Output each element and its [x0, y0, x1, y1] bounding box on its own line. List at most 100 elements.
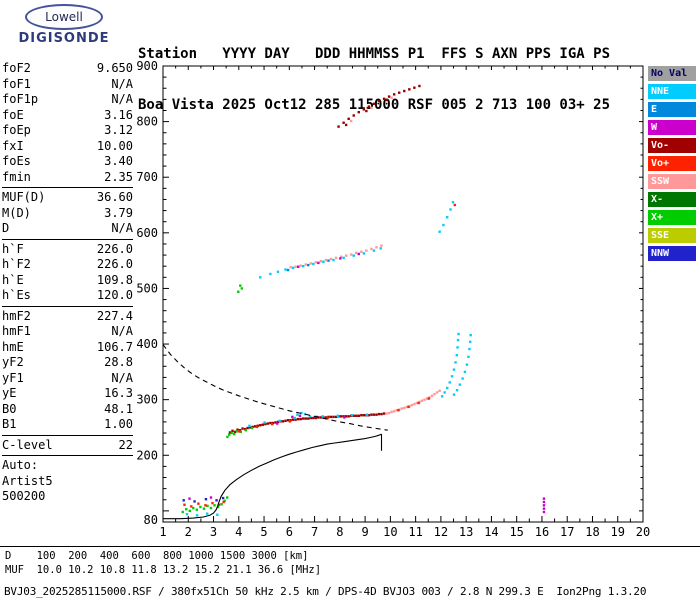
data-point [221, 496, 225, 500]
file-info-line: BVJ03_2025285115000.RSF / 380fx51Ch 50 k… [4, 585, 647, 598]
data-point [215, 499, 218, 502]
separator-line [2, 305, 133, 307]
data-point [469, 333, 472, 337]
digisonde-logo: Lowell DIGISONDE [8, 4, 120, 46]
data-point [192, 506, 195, 510]
param-value: 28.8 [104, 355, 133, 369]
data-point [342, 256, 345, 260]
param-value: 109.8 [96, 272, 133, 287]
param-row-c-level: C-level 22 [2, 438, 133, 454]
legend-swatch-x: X- [648, 192, 696, 207]
data-point [375, 246, 378, 249]
data-point [309, 416, 312, 420]
data-point [456, 338, 460, 342]
data-point [427, 397, 430, 400]
param-row-h-e: h`E 109.8 [2, 273, 133, 289]
param-value: 22 [118, 437, 133, 452]
data-point [213, 504, 216, 507]
data-point [362, 108, 366, 111]
data-point [299, 417, 302, 421]
data-point [357, 414, 360, 417]
data-point [370, 413, 373, 416]
data-point [344, 123, 348, 127]
data-point [250, 426, 254, 430]
data-point [542, 504, 546, 507]
data-point [183, 503, 186, 506]
param-value: 106.7 [96, 339, 133, 354]
logo-brand-text: Lowell [45, 10, 83, 24]
data-point [185, 513, 189, 516]
data-point [304, 417, 307, 420]
param-label: Artist5 [2, 473, 53, 488]
curve-muf3000-curve [162, 344, 388, 431]
param-value: 10.00 [96, 138, 133, 153]
data-point [403, 406, 406, 410]
lowell-logo-ellipse: Lowell [25, 4, 103, 30]
param-value: 227.4 [96, 308, 133, 323]
data-point [370, 247, 373, 251]
data-point [312, 416, 315, 420]
data-point [337, 125, 340, 128]
logo-product-text: DIGISONDE [18, 31, 110, 46]
legend-swatch-nne: NNE [648, 84, 696, 99]
param-row-yf2: yF2 28.8 [2, 355, 133, 371]
param-row-fof1p: foF1p N/A [2, 92, 133, 108]
param-value: 226.0 [96, 257, 133, 271]
param-label: foF1 [2, 76, 31, 91]
data-point [204, 504, 207, 507]
data-point [438, 230, 441, 233]
param-row-hmf1: hmF1 N/A [2, 324, 133, 340]
series-es-voplus [183, 500, 225, 508]
data-point [317, 261, 320, 265]
data-point [321, 415, 324, 418]
data-point [446, 386, 449, 390]
data-point [230, 431, 233, 435]
data-point [248, 424, 251, 427]
data-point [468, 347, 471, 351]
series-f-trace-nne [248, 411, 369, 427]
legend-swatch-xplus: X+ [648, 210, 696, 225]
data-point [463, 370, 467, 374]
data-point [457, 332, 460, 336]
curve-true-height-profile [163, 433, 382, 520]
separator-line [2, 455, 133, 456]
param-row-h-f: h`F 226.0 [2, 242, 133, 258]
series-hop2-w [296, 252, 360, 268]
data-point [425, 397, 429, 400]
data-point [233, 430, 237, 434]
data-point [332, 258, 335, 262]
data-point [303, 412, 307, 416]
series-f-trace-voplus [238, 416, 329, 433]
series-x-rise-b [452, 333, 472, 396]
data-point [222, 500, 225, 504]
y-tick-label: 800 [136, 115, 158, 129]
data-point [347, 415, 350, 418]
param-label: yF1 [2, 370, 24, 385]
series-es-w [188, 496, 213, 500]
data-point [336, 414, 340, 417]
data-point [355, 251, 358, 255]
param-label: hmF1 [2, 324, 31, 338]
y-tick-label: 900 [136, 59, 158, 73]
data-point [329, 415, 333, 419]
param-row-500200: 500200 [2, 489, 133, 505]
legend-item-x: X- [648, 192, 698, 207]
data-point [241, 427, 244, 430]
series-hop2-rise-nne [438, 201, 455, 233]
param-row-b0: B0 48.1 [2, 402, 133, 418]
data-point [276, 270, 280, 273]
data-point [370, 106, 373, 109]
data-point [259, 424, 262, 427]
data-point [327, 259, 330, 262]
series-hop2-nne [259, 247, 382, 279]
data-point [385, 412, 388, 415]
x-tick-label: 7 [311, 525, 318, 539]
data-point [446, 216, 449, 219]
legend-item-nne: NNE [648, 84, 698, 99]
param-label: fmin [2, 169, 31, 184]
separator-line [2, 238, 133, 240]
data-point [362, 414, 366, 417]
data-point [185, 508, 188, 511]
data-point [365, 413, 369, 416]
y-tick-label: 200 [136, 448, 158, 462]
